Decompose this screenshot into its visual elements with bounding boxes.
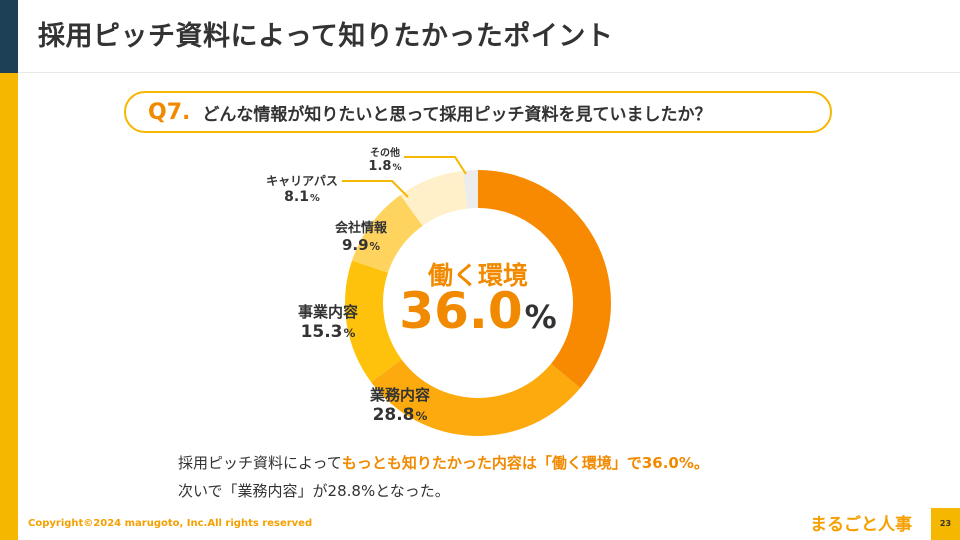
- slice-label-name: 事業内容: [297, 303, 358, 321]
- question-box: Q7. どんな情報が知りたいと思って採用ピッチ資料を見ていましたか？: [124, 91, 832, 133]
- slice-label-unit: %: [343, 326, 356, 340]
- center-label: 働く環境: [427, 261, 528, 290]
- summary-line-1-prefix: 採用ピッチ資料によって: [178, 454, 342, 472]
- summary-text: 採用ピッチ資料によってもっとも知りたかった内容は「働く環境」で36.0%。 次い…: [178, 449, 709, 505]
- slice-label-unit: %: [415, 409, 428, 423]
- slice-label-value: 1.8: [368, 159, 392, 174]
- title-divider: [18, 72, 960, 73]
- sidebar-accent-bottom: [0, 73, 18, 540]
- center-value-unit: %: [524, 298, 557, 336]
- slice-label-name: 会社情報: [334, 221, 387, 236]
- slice-label-value: 9.9: [341, 236, 369, 254]
- slice-label-value: 8.1: [284, 189, 309, 205]
- slice-label-name: キャリアパス: [266, 174, 338, 188]
- copyright-text: Copyright©2024 marugoto, Inc.All rights …: [28, 518, 313, 529]
- donut-slice-2: [345, 260, 402, 383]
- donut-slice-0: [478, 170, 612, 389]
- slice-label-career: キャリアパス 8.1%: [256, 172, 348, 205]
- summary-line-1-highlight: もっとも知りたかった内容は「働く環境」で36.0%。: [341, 454, 709, 472]
- slice-label-unit: %: [392, 163, 402, 173]
- leader-line-other: [404, 156, 467, 175]
- slice-label-name: その他: [370, 148, 400, 159]
- center-value: 36.0%: [380, 286, 576, 336]
- donut-slice-1: [371, 359, 581, 436]
- leader-line-career: [342, 180, 409, 198]
- donut-slice-3: [351, 194, 423, 273]
- page-title: 採用ピッチ資料によって知りたかったポイント: [38, 21, 614, 52]
- summary-line-1: 採用ピッチ資料によってもっとも知りたかった内容は「働く環境」で36.0%。: [178, 449, 709, 477]
- slice-label-gyomu: 業務内容 28.8%: [360, 384, 440, 425]
- slice-label-name: 業務内容: [369, 386, 430, 404]
- slice-label-jigyo: 事業内容 15.3%: [288, 301, 368, 342]
- slice-label-unit: %: [309, 193, 320, 204]
- summary-line-2: 次いで「業務内容」が28.8%となった。: [178, 482, 450, 500]
- brand-logo: まるごと人事: [810, 515, 912, 535]
- donut-slice-5: [462, 170, 478, 209]
- question-number: Q7.: [148, 99, 191, 125]
- slice-label-kaisha: 会社情報 9.9%: [326, 217, 396, 254]
- slice-label-unit: %: [369, 241, 381, 253]
- page-number: 23: [931, 508, 960, 540]
- slice-label-value: 15.3: [300, 322, 343, 342]
- slice-label-value: 28.8: [372, 405, 415, 425]
- sidebar-accent-top: [0, 0, 18, 73]
- question-text: どんな情報が知りたいと思って採用ピッチ資料を見ていましたか？: [202, 104, 712, 125]
- slice-label-other: その他 1.8%: [357, 144, 413, 174]
- donut-slice-4: [400, 170, 468, 226]
- center-value-number: 36.0: [399, 282, 523, 340]
